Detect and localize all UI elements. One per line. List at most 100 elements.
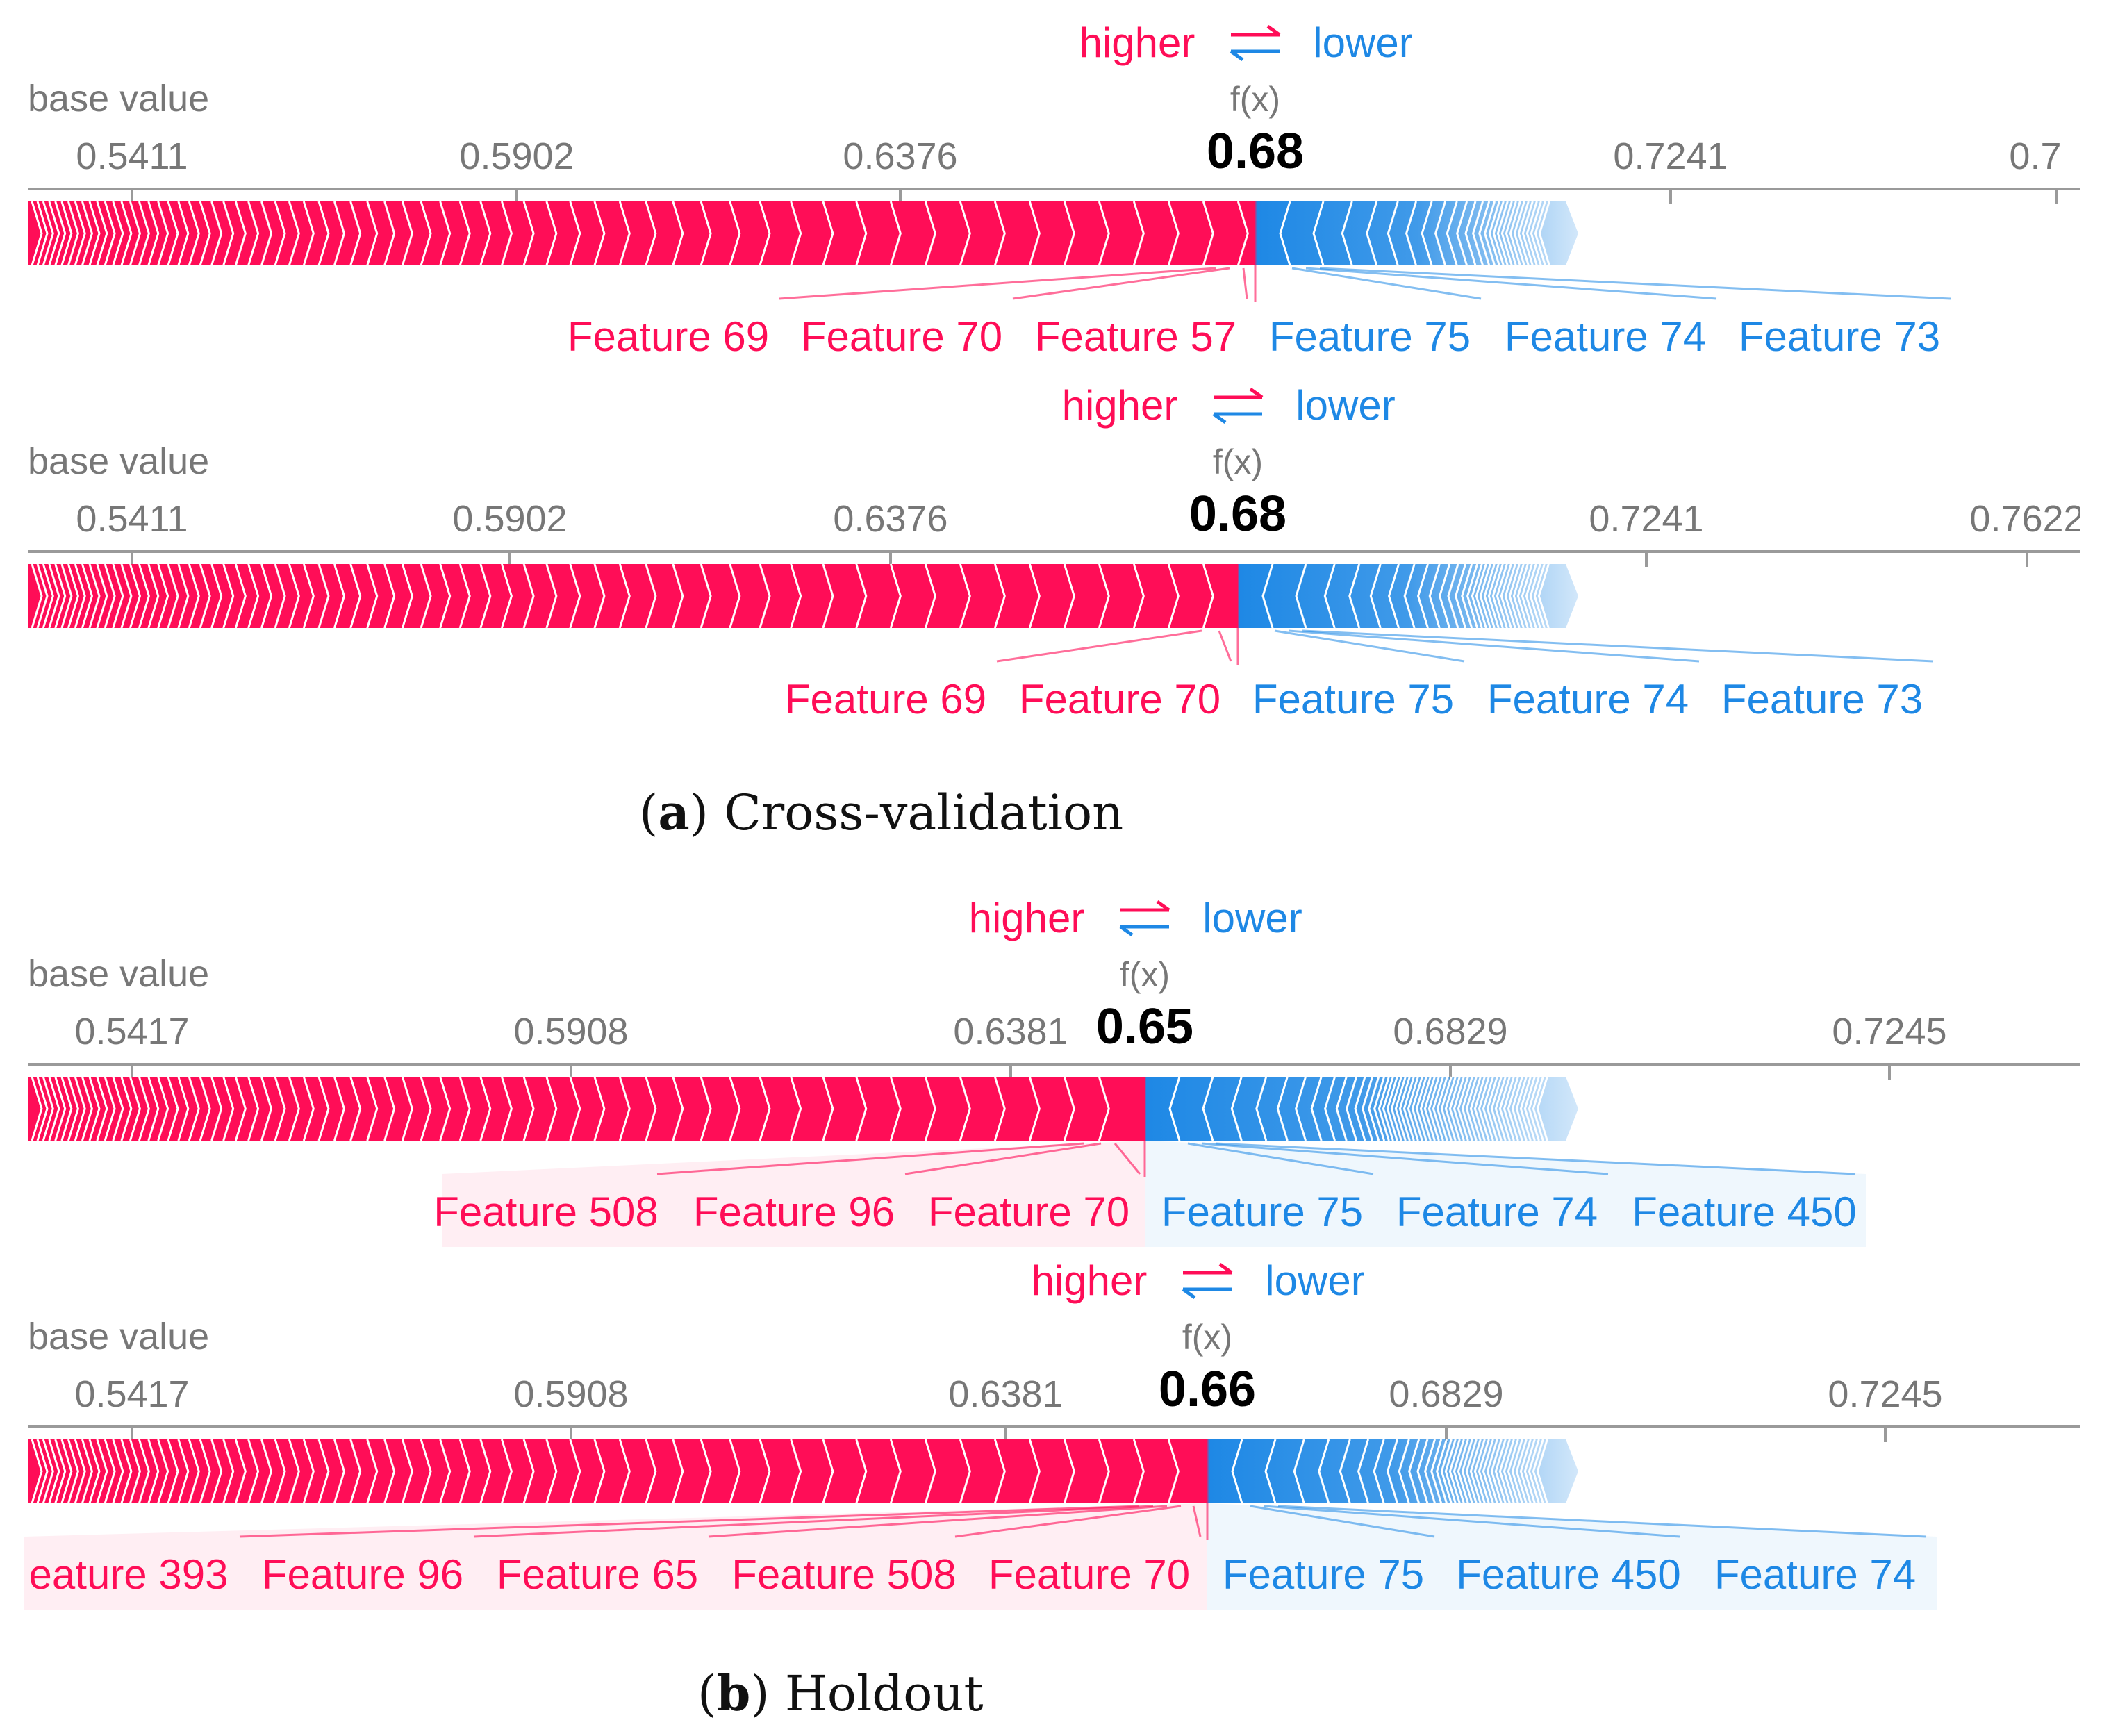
positive-chevron (104, 1076, 116, 1141)
force-plot-3: 0.5417 0.5908 0.6381 0.6829 0.7245 higher lowe… (28, 895, 2080, 1247)
positive-chevron (924, 201, 936, 266)
plot-area: 0.5411 0.5902 0.6376 0.7241 0.7622 (76, 498, 2080, 567)
positive-chevron (317, 1439, 330, 1504)
negative-chevron (1498, 1439, 1511, 1504)
positive-chevron (210, 1076, 223, 1141)
axis-tick-label: 0.5411 (76, 135, 188, 177)
negative-chevron (1447, 563, 1459, 629)
caption-b-text: Holdout (784, 1665, 984, 1722)
negative-chevron (1488, 201, 1500, 266)
negative-chevron (1390, 1076, 1402, 1141)
positive-chevron (349, 563, 362, 629)
negative-connector (1277, 1505, 1927, 1538)
positive-chevron (1202, 201, 1214, 266)
positive-chevron (112, 1439, 124, 1504)
positive-chevron (1028, 563, 1041, 629)
negative-chevron (1472, 201, 1484, 266)
positive-chevron (420, 201, 432, 266)
positive-chevron (569, 1076, 581, 1141)
negative-chevron (1368, 1076, 1380, 1141)
positive-chevron (42, 201, 54, 266)
negative-label-band (1145, 1141, 1866, 1247)
negative-chevron (1511, 1439, 1523, 1504)
output-value: 0.68 (1189, 486, 1286, 542)
force-plot-1: 0.5411 0.5902 0.6376 0.7241 0.762 higher lower… (28, 19, 2080, 360)
positive-bar (28, 1077, 1145, 1141)
negative-feature-label: Feature 75 (1252, 676, 1454, 722)
negative-chevron (1231, 1439, 1243, 1504)
positive-chevron (81, 1076, 93, 1141)
positive-chevron (138, 1076, 150, 1141)
negative-chevron (1505, 201, 1517, 266)
positive-chevron (645, 563, 657, 629)
positive-chevron (274, 1439, 286, 1504)
negative-chevron (1453, 1439, 1465, 1504)
negative-chevron (1529, 563, 1541, 629)
plot-area: 0.5417 0.5908 0.6381 0.6829 0.7245 (74, 1011, 1947, 1080)
positive-chevron (210, 1439, 223, 1504)
positive-chevron (1028, 1439, 1041, 1504)
positive-chevron (234, 201, 247, 266)
positive-chevron (349, 201, 362, 266)
negative-chevron (1439, 563, 1451, 629)
positive-chevron (31, 563, 43, 629)
axis-tick-label: 0.6381 (953, 1011, 1068, 1052)
negative-chevron (1516, 563, 1529, 629)
legend-lower: lower (1202, 895, 1302, 941)
positive-chevron (210, 201, 223, 266)
positive-chevron (479, 201, 492, 266)
positive-chevron (993, 1439, 1006, 1504)
positive-chevron (479, 1076, 492, 1141)
positive-chevron (855, 1076, 868, 1141)
negative-chevron (1457, 1076, 1469, 1141)
negative-chevron (1465, 1439, 1478, 1504)
negative-feature-label: Feature 74 (1714, 1551, 1916, 1598)
positive-chevron (247, 563, 260, 629)
negative-chevron (1528, 1076, 1540, 1141)
positive-chevron (31, 201, 43, 266)
negative-chevron (1448, 1076, 1461, 1141)
positive-chevron (188, 1439, 200, 1504)
negative-chevron (1515, 1439, 1528, 1504)
positive-chevron (618, 563, 631, 629)
positive-chevron (60, 563, 73, 629)
negative-chevron (1440, 1076, 1453, 1141)
positive-chevron (247, 1439, 260, 1504)
positive-chevron (1202, 563, 1214, 629)
negative-chevron (1486, 1076, 1498, 1141)
base-value-label: base value (28, 1316, 209, 1357)
positive-chevron (288, 1439, 300, 1504)
positive-chevron (60, 201, 73, 266)
negative-chevron (1536, 1076, 1548, 1141)
positive-chevron (790, 1439, 802, 1504)
negative-chevron (1446, 201, 1458, 266)
negative-chevron (1494, 1076, 1507, 1141)
fx-label: f(x) (1230, 80, 1280, 119)
positive-chevron (157, 1076, 169, 1141)
positive-chevron (222, 1439, 235, 1504)
positive-chevron (458, 201, 471, 266)
positive-chevron (759, 201, 771, 266)
negative-connector (1305, 267, 1717, 300)
positive-chevron (167, 201, 179, 266)
positive-chevron (500, 1439, 513, 1504)
negative-chevron (1293, 1439, 1305, 1504)
axis-tick-label: 0.6376 (843, 135, 957, 177)
negative-connector (1302, 629, 1934, 663)
positive-chevron (88, 1439, 101, 1504)
negative-chevron (1416, 1439, 1429, 1504)
positive-chevron (120, 201, 133, 266)
positive-feature-label: Feature 508 (731, 1551, 957, 1598)
positive-chevron (96, 563, 108, 629)
negative-chevron (1471, 563, 1483, 629)
positive-chevron (1098, 201, 1110, 266)
positive-chevron (759, 563, 771, 629)
positive-chevron (177, 1076, 190, 1141)
negative-chevron (1428, 563, 1441, 629)
legend-lower: lower (1313, 19, 1412, 66)
axis-tick-label: 0.5417 (74, 1011, 189, 1052)
negative-feature-label: Feature 75 (1161, 1189, 1363, 1235)
positive-chevron (317, 563, 330, 629)
positive-chevron (96, 1439, 108, 1504)
